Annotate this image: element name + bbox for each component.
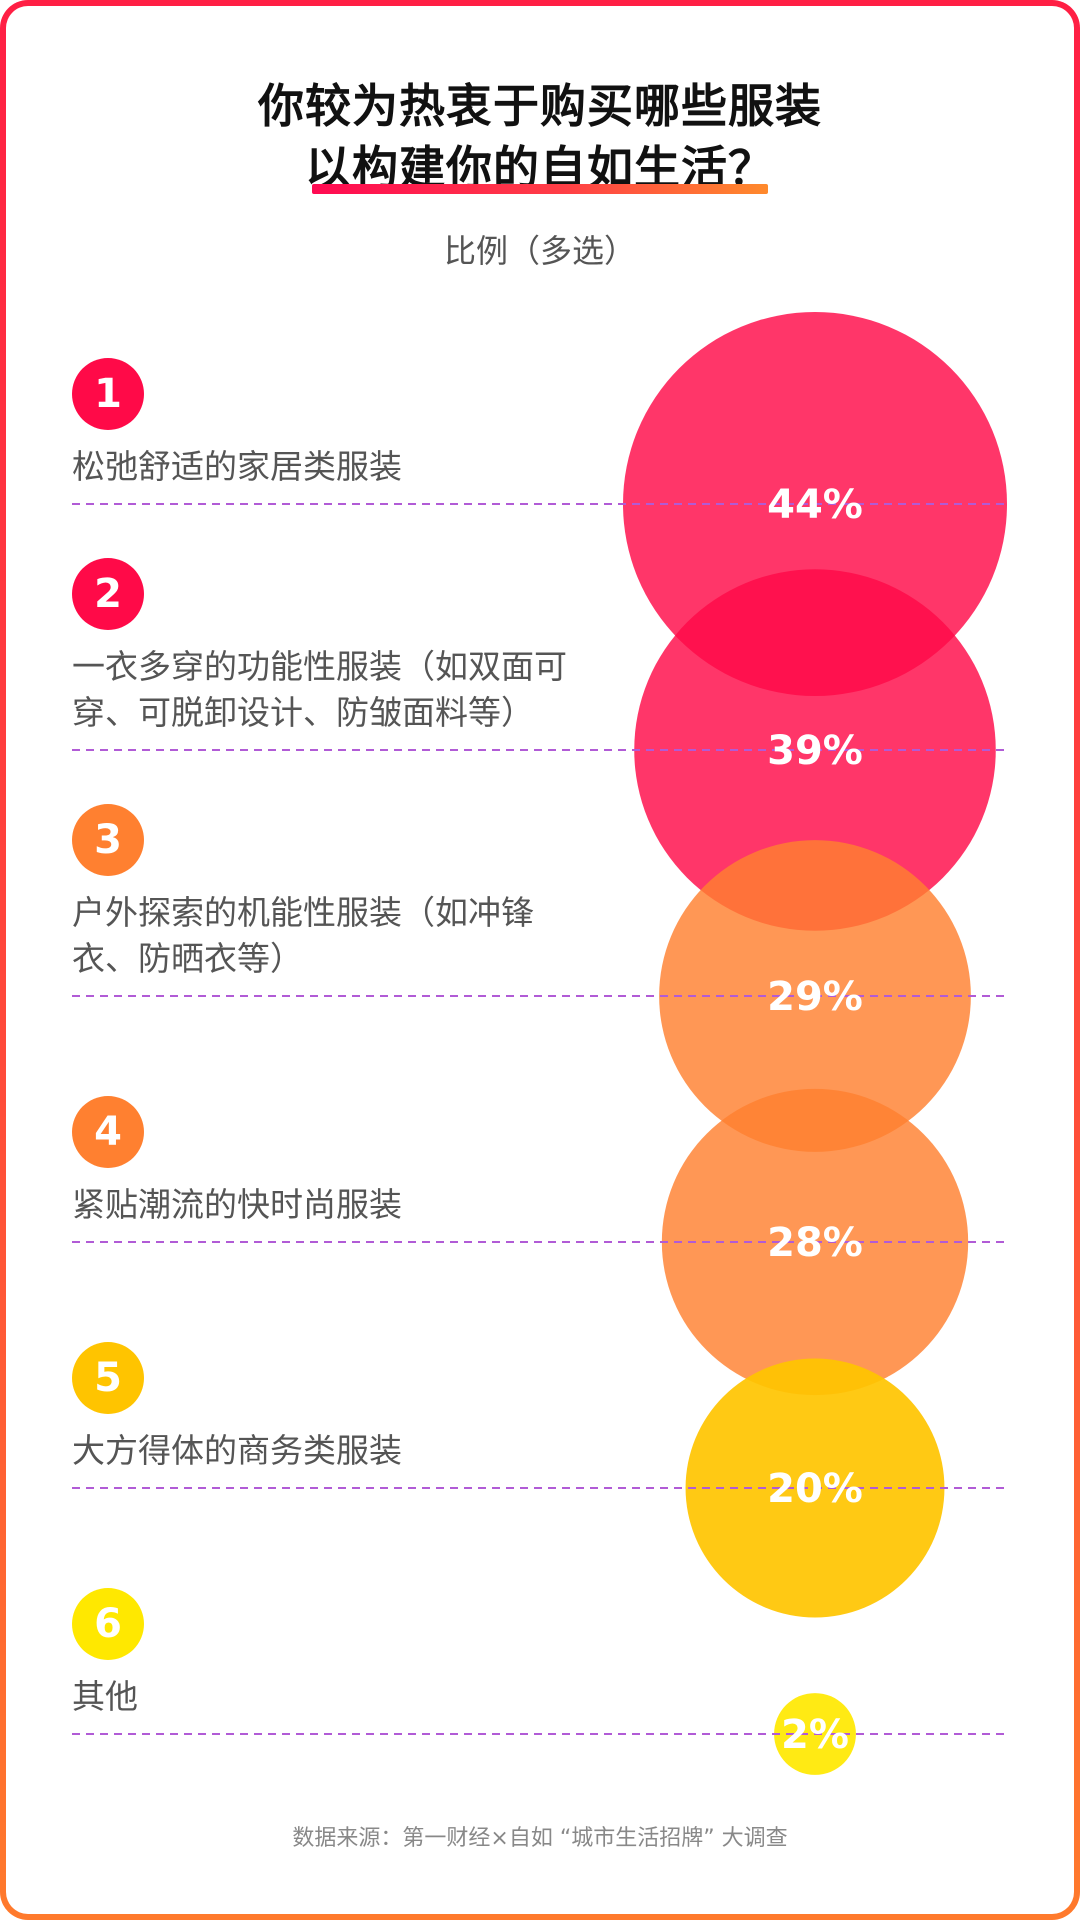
- category-label-6: 其他: [72, 1674, 612, 1720]
- category-label-1: 松弛舒适的家居类服装: [72, 444, 612, 490]
- category-label-line: 户外探索的机能性服装（如冲锋: [72, 893, 534, 932]
- chart-subtitle: 比例（多选）: [443, 232, 636, 270]
- value-label-1: 44%: [767, 482, 863, 528]
- category-label-4: 紧贴潮流的快时尚服装: [72, 1182, 612, 1228]
- category-label-line: 大方得体的商务类服装: [72, 1431, 402, 1470]
- category-label-line: 穿、可脱卸设计、防皱面料等）: [72, 693, 534, 732]
- value-label-6: 2%: [781, 1712, 849, 1758]
- category-label-line: 其他: [72, 1677, 138, 1716]
- chart-title-line1: 你较为热衷于购买哪些服装: [258, 79, 822, 133]
- category-label-2: 一衣多穿的功能性服装（如双面可 穿、可脱卸设计、防皱面料等）: [72, 644, 612, 736]
- category-label-line: 衣、防晒衣等）: [72, 939, 303, 978]
- category-label-line: 紧贴潮流的快时尚服装: [72, 1185, 402, 1224]
- value-label-3: 29%: [767, 974, 863, 1020]
- category-label-3: 户外探索的机能性服装（如冲锋 衣、防晒衣等）: [72, 890, 612, 982]
- rank-badge-2: 2: [72, 558, 144, 630]
- value-label-4: 28%: [767, 1220, 863, 1266]
- value-label-5: 20%: [767, 1466, 863, 1512]
- category-label-5: 大方得体的商务类服装: [72, 1428, 612, 1474]
- rank-badge-1: 1: [72, 358, 144, 430]
- rank-badge-5: 5: [72, 1342, 144, 1414]
- category-label-line: 松弛舒适的家居类服装: [72, 447, 402, 486]
- value-label-2: 39%: [767, 728, 863, 774]
- rank-badge-4: 4: [72, 1096, 144, 1168]
- data-source-note: 数据来源：第一财经×自如 “城市生活招牌” 大调查: [292, 1826, 788, 1851]
- title-underline: [312, 184, 768, 194]
- category-label-line: 一衣多穿的功能性服装（如双面可: [72, 647, 567, 686]
- rank-badge-3: 3: [72, 804, 144, 876]
- rank-badge-6: 6: [72, 1588, 144, 1660]
